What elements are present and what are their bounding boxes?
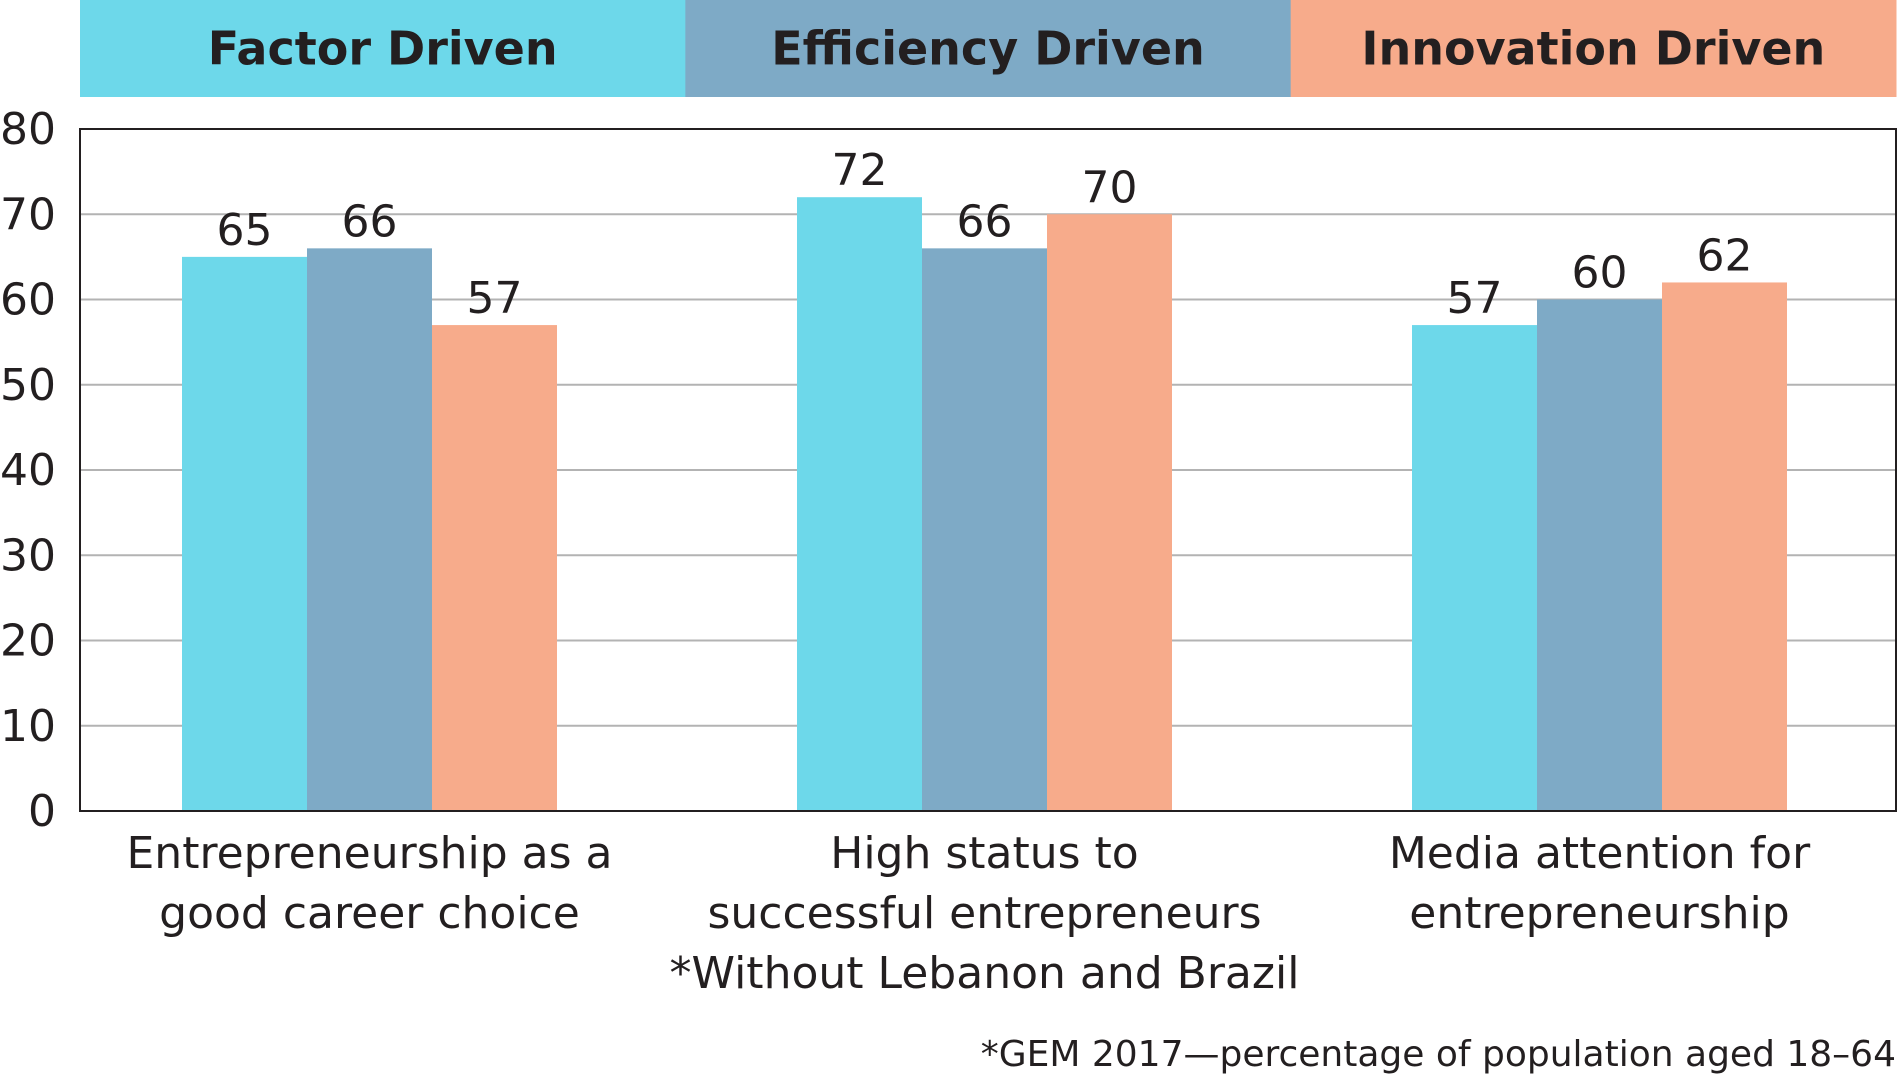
bar-1-series-1 bbox=[182, 256, 307, 811]
data-label-1-series-2: 66 bbox=[342, 196, 398, 247]
data-label-3-series-2: 60 bbox=[1572, 248, 1628, 299]
bar-3-series-2 bbox=[1537, 299, 1662, 811]
source-note: *GEM 2017—percentage of population aged … bbox=[981, 1034, 1896, 1075]
plot-frame bbox=[79, 128, 1897, 812]
bar-2-series-2 bbox=[922, 248, 1047, 812]
bar-1-series-3 bbox=[432, 325, 557, 811]
y-tick-label-40: 40 bbox=[0, 445, 56, 496]
data-label-2-series-3: 70 bbox=[1082, 162, 1138, 213]
data-label-3-series-3: 62 bbox=[1697, 230, 1753, 281]
category-label-1: Entrepreneurship as a good career choice bbox=[127, 828, 613, 939]
legend-swatch-innovation-driven bbox=[1290, 0, 1897, 97]
bar-2-series-1 bbox=[797, 197, 922, 811]
y-tick-label-20: 20 bbox=[0, 616, 56, 667]
y-tick-label-0: 0 bbox=[28, 786, 56, 837]
bar-3-series-3 bbox=[1662, 282, 1787, 811]
data-label-1-series-3: 57 bbox=[467, 273, 523, 324]
data-label-1-series-1: 65 bbox=[217, 205, 273, 256]
axes: 0 10 20 30 40 50 60 70 80 bbox=[0, 104, 1897, 837]
y-tick-label-80: 80 bbox=[0, 104, 56, 155]
legend-swatch-efficiency-driven bbox=[685, 0, 1292, 97]
category-labels: Entrepreneurship as a good career choice H… bbox=[127, 828, 1812, 999]
bar-1-series-2 bbox=[307, 248, 432, 812]
y-tick-label-60: 60 bbox=[0, 275, 56, 326]
legend-label-innovation-driven: Innovation Driven bbox=[1361, 22, 1825, 76]
y-tick-label-50: 50 bbox=[0, 360, 56, 411]
data-labels: 65 66 57 72 66 70 57 60 62 bbox=[217, 145, 1753, 324]
bar-3-series-1 bbox=[1412, 325, 1537, 811]
bars bbox=[182, 197, 1787, 812]
y-tick-label-10: 10 bbox=[0, 701, 56, 752]
data-label-3-series-1: 57 bbox=[1447, 273, 1503, 324]
legend-swatch-factor-driven bbox=[80, 0, 686, 97]
legend-label-efficiency-driven: Efficiency Driven bbox=[771, 22, 1205, 76]
data-label-2-series-1: 72 bbox=[832, 145, 888, 196]
data-label-2-series-2: 66 bbox=[957, 196, 1013, 247]
bar-2-series-3 bbox=[1047, 214, 1172, 811]
legend: Factor Driven Efficiency Driven Innovation… bbox=[80, 0, 1897, 97]
y-tick-label-70: 70 bbox=[0, 189, 56, 240]
y-tick-label-30: 30 bbox=[0, 530, 56, 581]
category-label-2: High status to successful entrepreneurs *W… bbox=[670, 828, 1300, 999]
legend-label-factor-driven: Factor Driven bbox=[208, 22, 558, 76]
category-label-3: Media attention for entrepreneurship bbox=[1389, 828, 1811, 939]
